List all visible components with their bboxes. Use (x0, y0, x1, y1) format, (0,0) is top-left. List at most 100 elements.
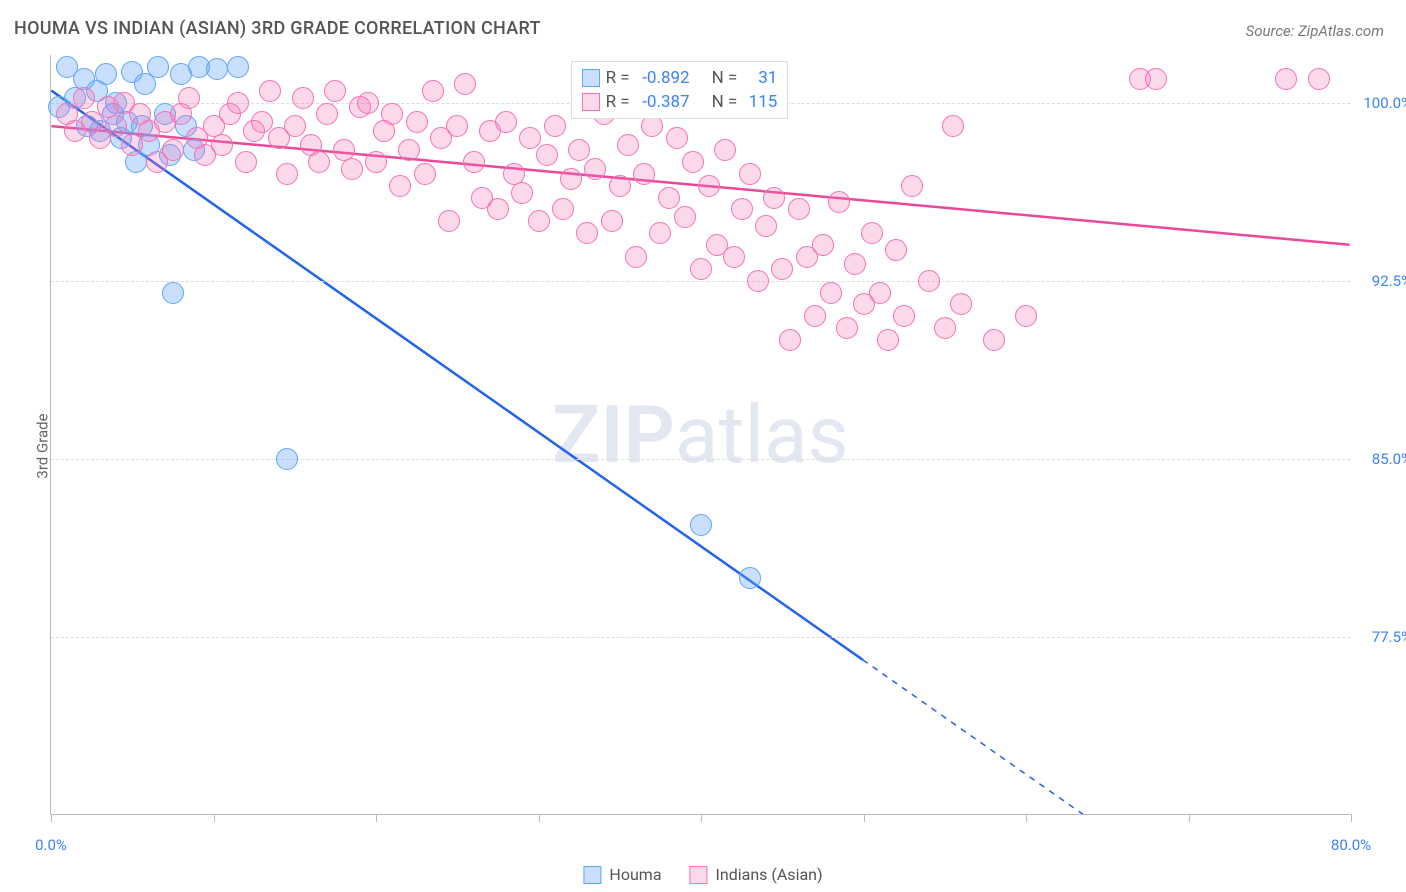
scatter-point (341, 158, 363, 180)
scatter-point (723, 246, 745, 268)
scatter-point (747, 270, 769, 292)
x-tick (539, 814, 540, 822)
x-tick (1189, 814, 1190, 822)
scatter-point (568, 139, 590, 161)
x-tick (376, 814, 377, 822)
scatter-point (584, 158, 606, 180)
scatter-point (601, 210, 623, 232)
scatter-point (365, 151, 387, 173)
scatter-point (885, 239, 907, 261)
scatter-point (812, 234, 834, 256)
scatter-point (1145, 68, 1167, 90)
scatter-point (276, 448, 298, 470)
scatter-point (731, 198, 753, 220)
scatter-point (877, 329, 899, 351)
scatter-point (206, 58, 228, 80)
scatter-point (235, 151, 257, 173)
scatter-point (511, 182, 533, 204)
scatter-point (276, 163, 298, 185)
legend-r-value: -0.387 (636, 92, 690, 112)
scatter-point (211, 134, 233, 156)
scatter-point (576, 222, 598, 244)
scatter-point (454, 73, 476, 95)
scatter-point (398, 139, 420, 161)
scatter-point (105, 115, 127, 137)
scatter-point (1275, 68, 1297, 90)
legend-label: Houma (609, 865, 661, 884)
scatter-point (609, 175, 631, 197)
legend-swatch (583, 866, 601, 884)
scatter-point (324, 80, 346, 102)
scatter-point (381, 103, 403, 125)
scatter-point (316, 103, 338, 125)
legend-swatch (690, 866, 708, 884)
scatter-point (389, 175, 411, 197)
scatter-point (259, 80, 281, 102)
x-tick (701, 814, 702, 822)
scatter-point (844, 253, 866, 275)
x-tick (51, 814, 52, 822)
scatter-point (950, 293, 972, 315)
scatter-point (528, 210, 550, 232)
scatter-point (763, 187, 785, 209)
scatter-point (227, 56, 249, 78)
gridline-h (51, 459, 1350, 460)
x-tick (864, 814, 865, 822)
scatter-point (739, 567, 761, 589)
scatter-point (284, 115, 306, 137)
y-tick-label: 92.5% (1372, 272, 1406, 290)
scatter-point (422, 80, 444, 102)
scatter-point (934, 317, 956, 339)
legend-item: Houma (583, 865, 661, 884)
x-tick (214, 814, 215, 822)
scatter-point (406, 111, 428, 133)
scatter-point (788, 198, 810, 220)
y-tick-label: 85.0% (1372, 450, 1406, 468)
trend-line-dashed (863, 660, 1188, 814)
scatter-point (869, 282, 891, 304)
plot-area: ZIPatlas 77.5%85.0%92.5%100.0%0.0%80.0%R… (50, 55, 1350, 815)
legend-r-label: R = (606, 68, 630, 88)
scatter-point (739, 163, 761, 185)
scatter-point (147, 56, 169, 78)
scatter-point (755, 215, 777, 237)
scatter-point (682, 151, 704, 173)
scatter-point (357, 92, 379, 114)
bottom-legend: Houma Indians (Asian) (583, 865, 822, 884)
scatter-point (893, 305, 915, 327)
scatter-point (674, 206, 696, 228)
scatter-point (1015, 305, 1037, 327)
y-axis-label: 3rd Grade (34, 413, 52, 478)
scatter-point (633, 163, 655, 185)
legend-n-value: 115 (743, 92, 777, 112)
scatter-point (698, 175, 720, 197)
scatter-point (861, 222, 883, 244)
scatter-point (820, 282, 842, 304)
scatter-point (308, 151, 330, 173)
x-tick-label: 0.0% (35, 836, 67, 854)
legend-r-value: -0.892 (636, 68, 690, 88)
stats-legend-row: R =-0.387N =115 (582, 90, 778, 114)
scatter-point (617, 134, 639, 156)
stats-legend: R =-0.892N =31R =-0.387N =115 (571, 61, 789, 119)
x-tick (1351, 814, 1352, 822)
scatter-point (73, 87, 95, 109)
scatter-point (649, 222, 671, 244)
scatter-point (714, 139, 736, 161)
scatter-point (658, 187, 680, 209)
watermark: ZIPatlas (552, 388, 849, 482)
scatter-point (446, 115, 468, 137)
chart-title: HOUMA VS INDIAN (ASIAN) 3RD GRADE CORREL… (14, 18, 541, 39)
scatter-point (690, 514, 712, 536)
gridline-h (51, 637, 1350, 638)
gridline-h (51, 281, 1350, 282)
scatter-point (828, 191, 850, 213)
legend-swatch (582, 69, 600, 87)
x-tick-label: 80.0% (1331, 836, 1371, 854)
scatter-point (552, 198, 574, 220)
scatter-point (901, 175, 923, 197)
scatter-point (560, 168, 582, 190)
scatter-point (463, 151, 485, 173)
scatter-point (836, 317, 858, 339)
legend-label: Indians (Asian) (716, 865, 823, 884)
